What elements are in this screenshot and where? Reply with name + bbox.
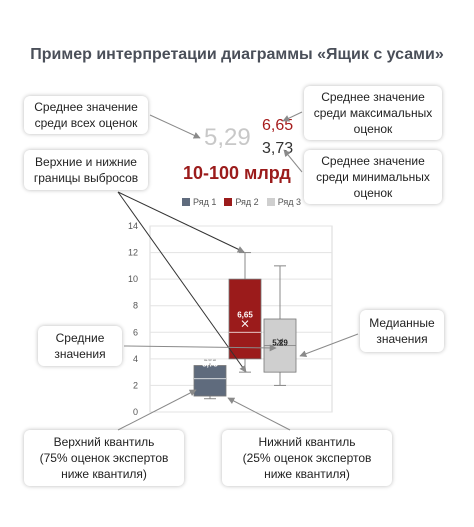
mean-marker (241, 320, 249, 328)
highlight-range: 10-100 млрд (183, 163, 291, 183)
legend-swatch-series-3 (266, 198, 275, 206)
arrow-mean-all (149, 114, 201, 139)
legend-label-series-1: Ряд 1 (193, 197, 217, 207)
y-tick-label: 6 (133, 327, 138, 337)
arrow-outliers-upper (117, 191, 245, 253)
mean-marker (276, 338, 284, 346)
highlight-mean-value: 5,29 (204, 124, 251, 151)
mean-value-label: 5.29 (272, 339, 288, 348)
y-tick-label: 0 (133, 407, 138, 417)
mean-marker (206, 359, 214, 366)
box-series-2: 6,65 (228, 252, 262, 373)
arrow-upper-quantile (117, 389, 197, 431)
y-tick-label: 10 (128, 274, 138, 284)
callout-lower-quantile: Нижний квантиль (25% оценок экспертов ни… (222, 430, 392, 486)
callout-mean-all: Среднее значение среди всех оценок (24, 96, 148, 134)
legend-item-series-1: Ряд 1 (182, 197, 216, 207)
y-tick-label: 14 (128, 221, 138, 231)
legend-label-series-2: Ряд 2 (235, 197, 259, 207)
y-tick-label: 4 (133, 354, 138, 364)
y-tick-label: 8 (133, 301, 138, 311)
legend-swatch-series-1 (182, 198, 190, 206)
chart-legend: Ряд 1 Ряд 2 Ряд 3 (182, 197, 301, 207)
box-body (228, 278, 262, 360)
callout-upper-quantile: Верхний квантиль (75% оценок экспертов н… (24, 430, 184, 486)
arrow-median (299, 333, 359, 358)
box-series-1: 3,73 (193, 359, 227, 400)
callout-means: Средние значения (38, 326, 122, 366)
box-body (193, 365, 227, 397)
arrow-mean-max (282, 111, 303, 122)
callout-outliers: Верхние и нижние границы выбросов (24, 150, 148, 190)
arrow-mean-min (283, 149, 303, 173)
legend-label-series-3: Ряд 3 (277, 197, 302, 207)
mean-value-label: 3,73 (202, 359, 218, 368)
y-tick-label: 12 (128, 248, 138, 258)
callout-mean-max: Среднее значение среди максимальных оцен… (304, 86, 442, 140)
callout-mean-min: Среднее значение среди минимальных оцено… (304, 150, 442, 204)
box-series-3: 5.29 (263, 265, 297, 386)
arrow-means (123, 344, 277, 352)
mean-value-label: 6,65 (237, 311, 253, 320)
callout-median: Медианные значения (360, 310, 444, 352)
arrow-outliers-lower (117, 191, 247, 373)
legend-item-series-3: Ряд 3 (266, 197, 302, 207)
page-title: Пример интерпретации диаграммы «Ящик с у… (30, 46, 444, 63)
arrow-lower-quantile (227, 397, 291, 431)
y-tick-label: 2 (133, 380, 138, 390)
legend-swatch-series-2 (224, 198, 233, 206)
legend-item-series-2: Ряд 2 (224, 197, 259, 207)
